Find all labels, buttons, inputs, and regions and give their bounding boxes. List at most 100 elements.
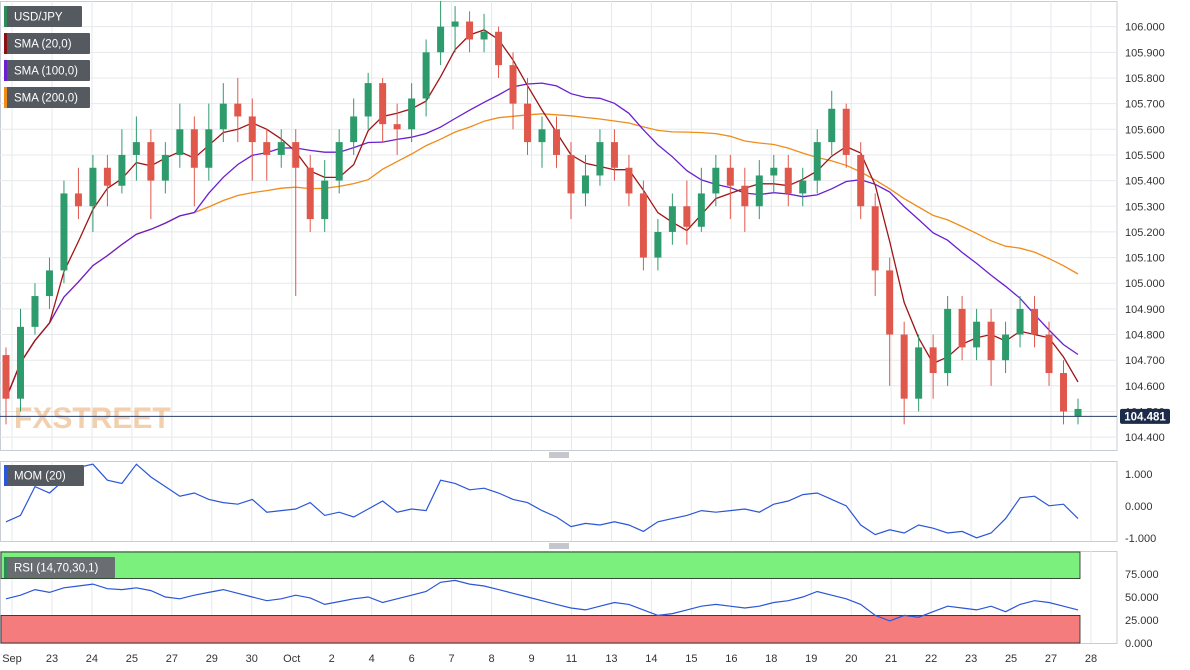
price-tick-label: 104.400 xyxy=(1125,432,1165,444)
x-axis: Sep 23 24 25 27 29 30 Oct 2 4 6 7 8 9 11 13 14 15 16 18 19 20… xyxy=(2,653,1097,665)
last-price-marker: 104.481 xyxy=(0,408,1170,424)
candle-body xyxy=(190,129,198,168)
x-tick-label: 27 xyxy=(1045,653,1057,665)
price-tick-label: 106.000 xyxy=(1125,22,1165,34)
candle-body xyxy=(176,129,184,155)
x-tick-label: 24 xyxy=(86,653,98,665)
tag-label: USD/JPY xyxy=(14,12,63,24)
x-tick-label: 30 xyxy=(246,653,258,665)
candle-body xyxy=(1074,408,1082,417)
x-tick-label: 13 xyxy=(605,653,617,665)
panel-resize-handle xyxy=(549,452,569,458)
price-tick-label: 104.600 xyxy=(1125,381,1165,393)
candle-body xyxy=(857,154,865,207)
price-tick-label: 104.900 xyxy=(1125,304,1165,316)
x-tick-label: 23 xyxy=(965,653,977,665)
candle-body xyxy=(161,154,169,181)
candle-body xyxy=(292,142,300,168)
candle-body xyxy=(379,83,387,125)
candle-body xyxy=(886,270,894,335)
rsi-panel: 75.000 50.000 25.000 0.000 RSI (14,70,30,1) xyxy=(0,551,1159,650)
x-tick-label: 29 xyxy=(206,653,218,665)
candle-body xyxy=(813,142,821,181)
candle-body xyxy=(1031,308,1039,335)
panel-border xyxy=(0,551,1118,644)
legend-item: SMA (200,0) xyxy=(4,87,90,108)
tag-bg xyxy=(4,465,84,486)
candle-body xyxy=(147,142,155,181)
rsi-oversold-zone xyxy=(0,615,1081,644)
legend-item: SMA (20,0) xyxy=(4,33,90,54)
tag-label: RSI (14,70,30,1) xyxy=(14,563,99,575)
candle-body xyxy=(437,26,445,53)
candle-body xyxy=(495,31,503,66)
candle-body xyxy=(509,65,517,104)
panel-splitters xyxy=(549,452,569,549)
tag-color-bar xyxy=(4,33,7,54)
price-tick-label: 105.000 xyxy=(1125,278,1165,290)
x-tick-label: 23 xyxy=(46,653,58,665)
candles-group xyxy=(2,1,1082,425)
rsi-line xyxy=(5,579,1079,622)
chart-frame xyxy=(0,1,1118,644)
x-tick-label: 11 xyxy=(566,653,577,665)
x-tick-label: 6 xyxy=(409,653,415,665)
x-tick-label: 16 xyxy=(725,653,737,665)
candle-body xyxy=(567,154,575,194)
candle-body xyxy=(842,108,850,155)
symbol-tag: USD/JPY xyxy=(4,6,82,27)
candle-body xyxy=(1016,308,1024,335)
candle-body xyxy=(755,175,763,207)
price-tick-label: 105.900 xyxy=(1125,47,1165,59)
candle-body xyxy=(60,193,68,271)
mom-tick-label: 1.000 xyxy=(1125,469,1153,481)
mom-tick-label: -1.000 xyxy=(1125,533,1156,545)
x-tick-label: 18 xyxy=(765,653,777,665)
price-tick-label: 105.800 xyxy=(1125,73,1165,85)
x-tick-label: 25 xyxy=(126,653,138,665)
watermark: FXSTREET xyxy=(14,402,171,435)
candle-body xyxy=(697,193,705,227)
x-tick-label: 27 xyxy=(166,653,178,665)
tag-label: SMA (100,0) xyxy=(14,66,78,78)
candle-body xyxy=(408,98,416,130)
sma-20-path xyxy=(5,29,1079,399)
tag-bg xyxy=(4,6,82,27)
candle-body xyxy=(668,206,676,232)
price-tick-label: 105.400 xyxy=(1125,176,1165,188)
x-tick-label: 21 xyxy=(885,653,897,665)
candle-body xyxy=(900,334,908,399)
candle-body xyxy=(350,116,358,143)
legend-item: SMA (100,0) xyxy=(4,60,90,81)
price-tick-label: 105.200 xyxy=(1125,227,1165,239)
candle-body xyxy=(451,21,459,27)
candle-body xyxy=(205,129,213,168)
x-tick-label: 9 xyxy=(528,653,534,665)
price-tick-label: 105.300 xyxy=(1125,201,1165,213)
candle-body xyxy=(422,52,430,99)
candle-body xyxy=(712,167,720,194)
price-tick-label: 105.700 xyxy=(1125,99,1165,111)
x-tick-label: 4 xyxy=(369,653,375,665)
watermark-text: FXSTREET xyxy=(14,402,171,435)
price-axis: 106.000 105.900 105.800 105.700 105.600 105.5… xyxy=(1125,22,1165,445)
panel-border xyxy=(0,461,1118,542)
candle-body xyxy=(581,175,589,194)
tag-color-bar xyxy=(4,60,7,81)
candle-body xyxy=(552,129,560,155)
x-tick-label: 15 xyxy=(685,653,697,665)
rsi-overbought-zone xyxy=(0,551,1081,580)
candle-body xyxy=(741,185,749,207)
candle-body xyxy=(828,108,836,143)
candle-body xyxy=(132,142,140,155)
sma-100-line xyxy=(5,82,1079,399)
tag-color-bar xyxy=(4,6,7,27)
candle-body xyxy=(393,124,401,130)
candle-body xyxy=(770,167,778,176)
price-tick-label: 105.600 xyxy=(1125,124,1165,136)
x-tick-label: 22 xyxy=(925,653,937,665)
candle-body xyxy=(16,326,24,399)
x-tick-label: 20 xyxy=(845,653,857,665)
last-price-box xyxy=(1120,408,1170,424)
